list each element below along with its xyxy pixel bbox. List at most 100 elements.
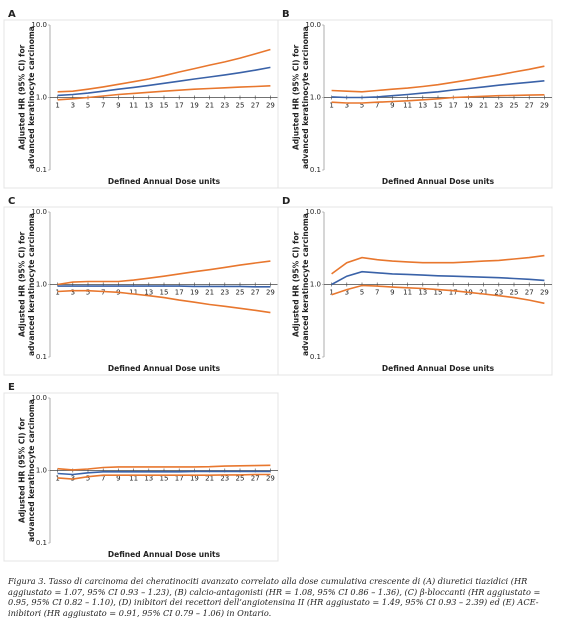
x-tick-label: 27 [525,102,534,110]
x-tick-label: 29 [266,475,275,483]
x-tick-label: 19 [190,475,199,483]
x-tick-label: 15 [434,289,443,297]
y-tick-label: 1.0 [36,467,47,475]
x-tick-label: 7 [101,102,105,110]
series-line [57,473,271,480]
x-tick-label: 17 [175,102,184,110]
x-tick-label: 19 [464,102,473,110]
x-tick-label: 3 [345,289,349,297]
series-line [331,254,545,275]
x-tick-label: 3 [345,102,349,110]
x-tick-label: 1 [329,102,333,110]
x-tick-label: 9 [116,102,120,110]
y-tick-label: 10.0 [305,208,321,216]
series-line [331,284,545,305]
y-tick-label: 10.0 [31,394,47,402]
x-tick-label: 27 [251,475,260,483]
x-axis-label: Defined Annual Dose units [382,177,495,186]
x-tick-label: 21 [479,102,488,110]
x-tick-label: 5 [86,102,90,110]
x-axis-label: Defined Annual Dose units [108,364,221,373]
x-tick-label: 13 [144,102,153,110]
caption: Figura 3. Tasso di carcinoma dei cherati… [8,576,541,618]
y-tick-label: 10.0 [31,21,47,29]
panel-frame [277,206,553,376]
x-tick-label: 13 [144,289,153,297]
series-line [57,470,271,476]
x-tick-label: 21 [479,289,488,297]
panel-letter: D [282,196,290,207]
x-tick-label: 15 [434,102,443,110]
x-tick-label: 15 [160,102,169,110]
x-tick-label: 7 [375,289,379,297]
x-tick-label: 29 [540,289,549,297]
x-tick-label: 17 [175,475,184,483]
y-tick-label: 0.1 [36,539,47,547]
x-tick-label: 17 [449,102,458,110]
series-line [57,285,271,288]
panel-frame [3,392,279,562]
y-tick-label: 1.0 [36,94,47,102]
x-tick-label: 29 [266,102,275,110]
x-tick-label: 5 [86,289,90,297]
x-tick-label: 29 [266,289,275,297]
y-tick-label: 0.1 [310,166,321,174]
y-tick-label: 1.0 [36,281,47,289]
x-tick-label: 25 [510,102,519,110]
x-tick-label: 13 [418,102,427,110]
x-tick-label: 5 [360,102,364,110]
series-line [57,289,271,314]
x-axis-label: Defined Annual Dose units [382,364,495,373]
y-tick-label: 10.0 [31,208,47,216]
x-tick-label: 25 [236,102,245,110]
series-line [57,260,271,286]
x-tick-label: 1 [55,289,59,297]
x-tick-label: 11 [129,102,138,110]
y-tick-label: 10.0 [305,21,321,29]
x-tick-label: 11 [403,102,412,110]
x-tick-label: 9 [390,102,394,110]
x-tick-label: 7 [101,475,105,483]
x-tick-label: 17 [449,289,458,297]
panel-frame [277,19,553,189]
x-tick-label: 1 [55,102,59,110]
x-tick-label: 3 [71,289,75,297]
x-tick-label: 21 [205,475,214,483]
x-tick-label: 5 [86,475,90,483]
x-tick-label: 1 [329,289,333,297]
y-tick-label: 0.1 [36,166,47,174]
series-line [331,270,545,286]
series-line [57,464,271,471]
y-tick-label: 1.0 [310,94,321,102]
series-line [331,65,545,93]
panel-letter: B [282,9,290,20]
series-line [57,66,271,97]
x-tick-label: 11 [129,475,138,483]
x-tick-label: 25 [236,289,245,297]
x-tick-label: 3 [71,102,75,110]
panel-letter: A [8,9,16,20]
x-tick-label: 23 [220,102,229,110]
series-line [57,48,271,93]
panel-letter: E [8,382,15,393]
x-tick-label: 17 [175,289,184,297]
x-tick-label: 13 [144,475,153,483]
x-tick-label: 27 [525,289,534,297]
x-axis-label: Defined Annual Dose units [108,177,221,186]
y-tick-label: 0.1 [310,353,321,361]
x-tick-label: 23 [494,102,503,110]
x-tick-label: 9 [390,289,394,297]
x-axis-label: Defined Annual Dose units [108,550,221,559]
panel-letter: C [8,196,15,207]
y-tick-label: 0.1 [36,353,47,361]
x-tick-label: 13 [418,289,427,297]
x-tick-label: 25 [510,289,519,297]
x-tick-label: 23 [494,289,503,297]
x-tick-label: 11 [403,289,412,297]
series-line [331,94,545,104]
x-tick-label: 7 [375,102,379,110]
x-tick-label: 23 [220,475,229,483]
series-line [331,80,545,99]
